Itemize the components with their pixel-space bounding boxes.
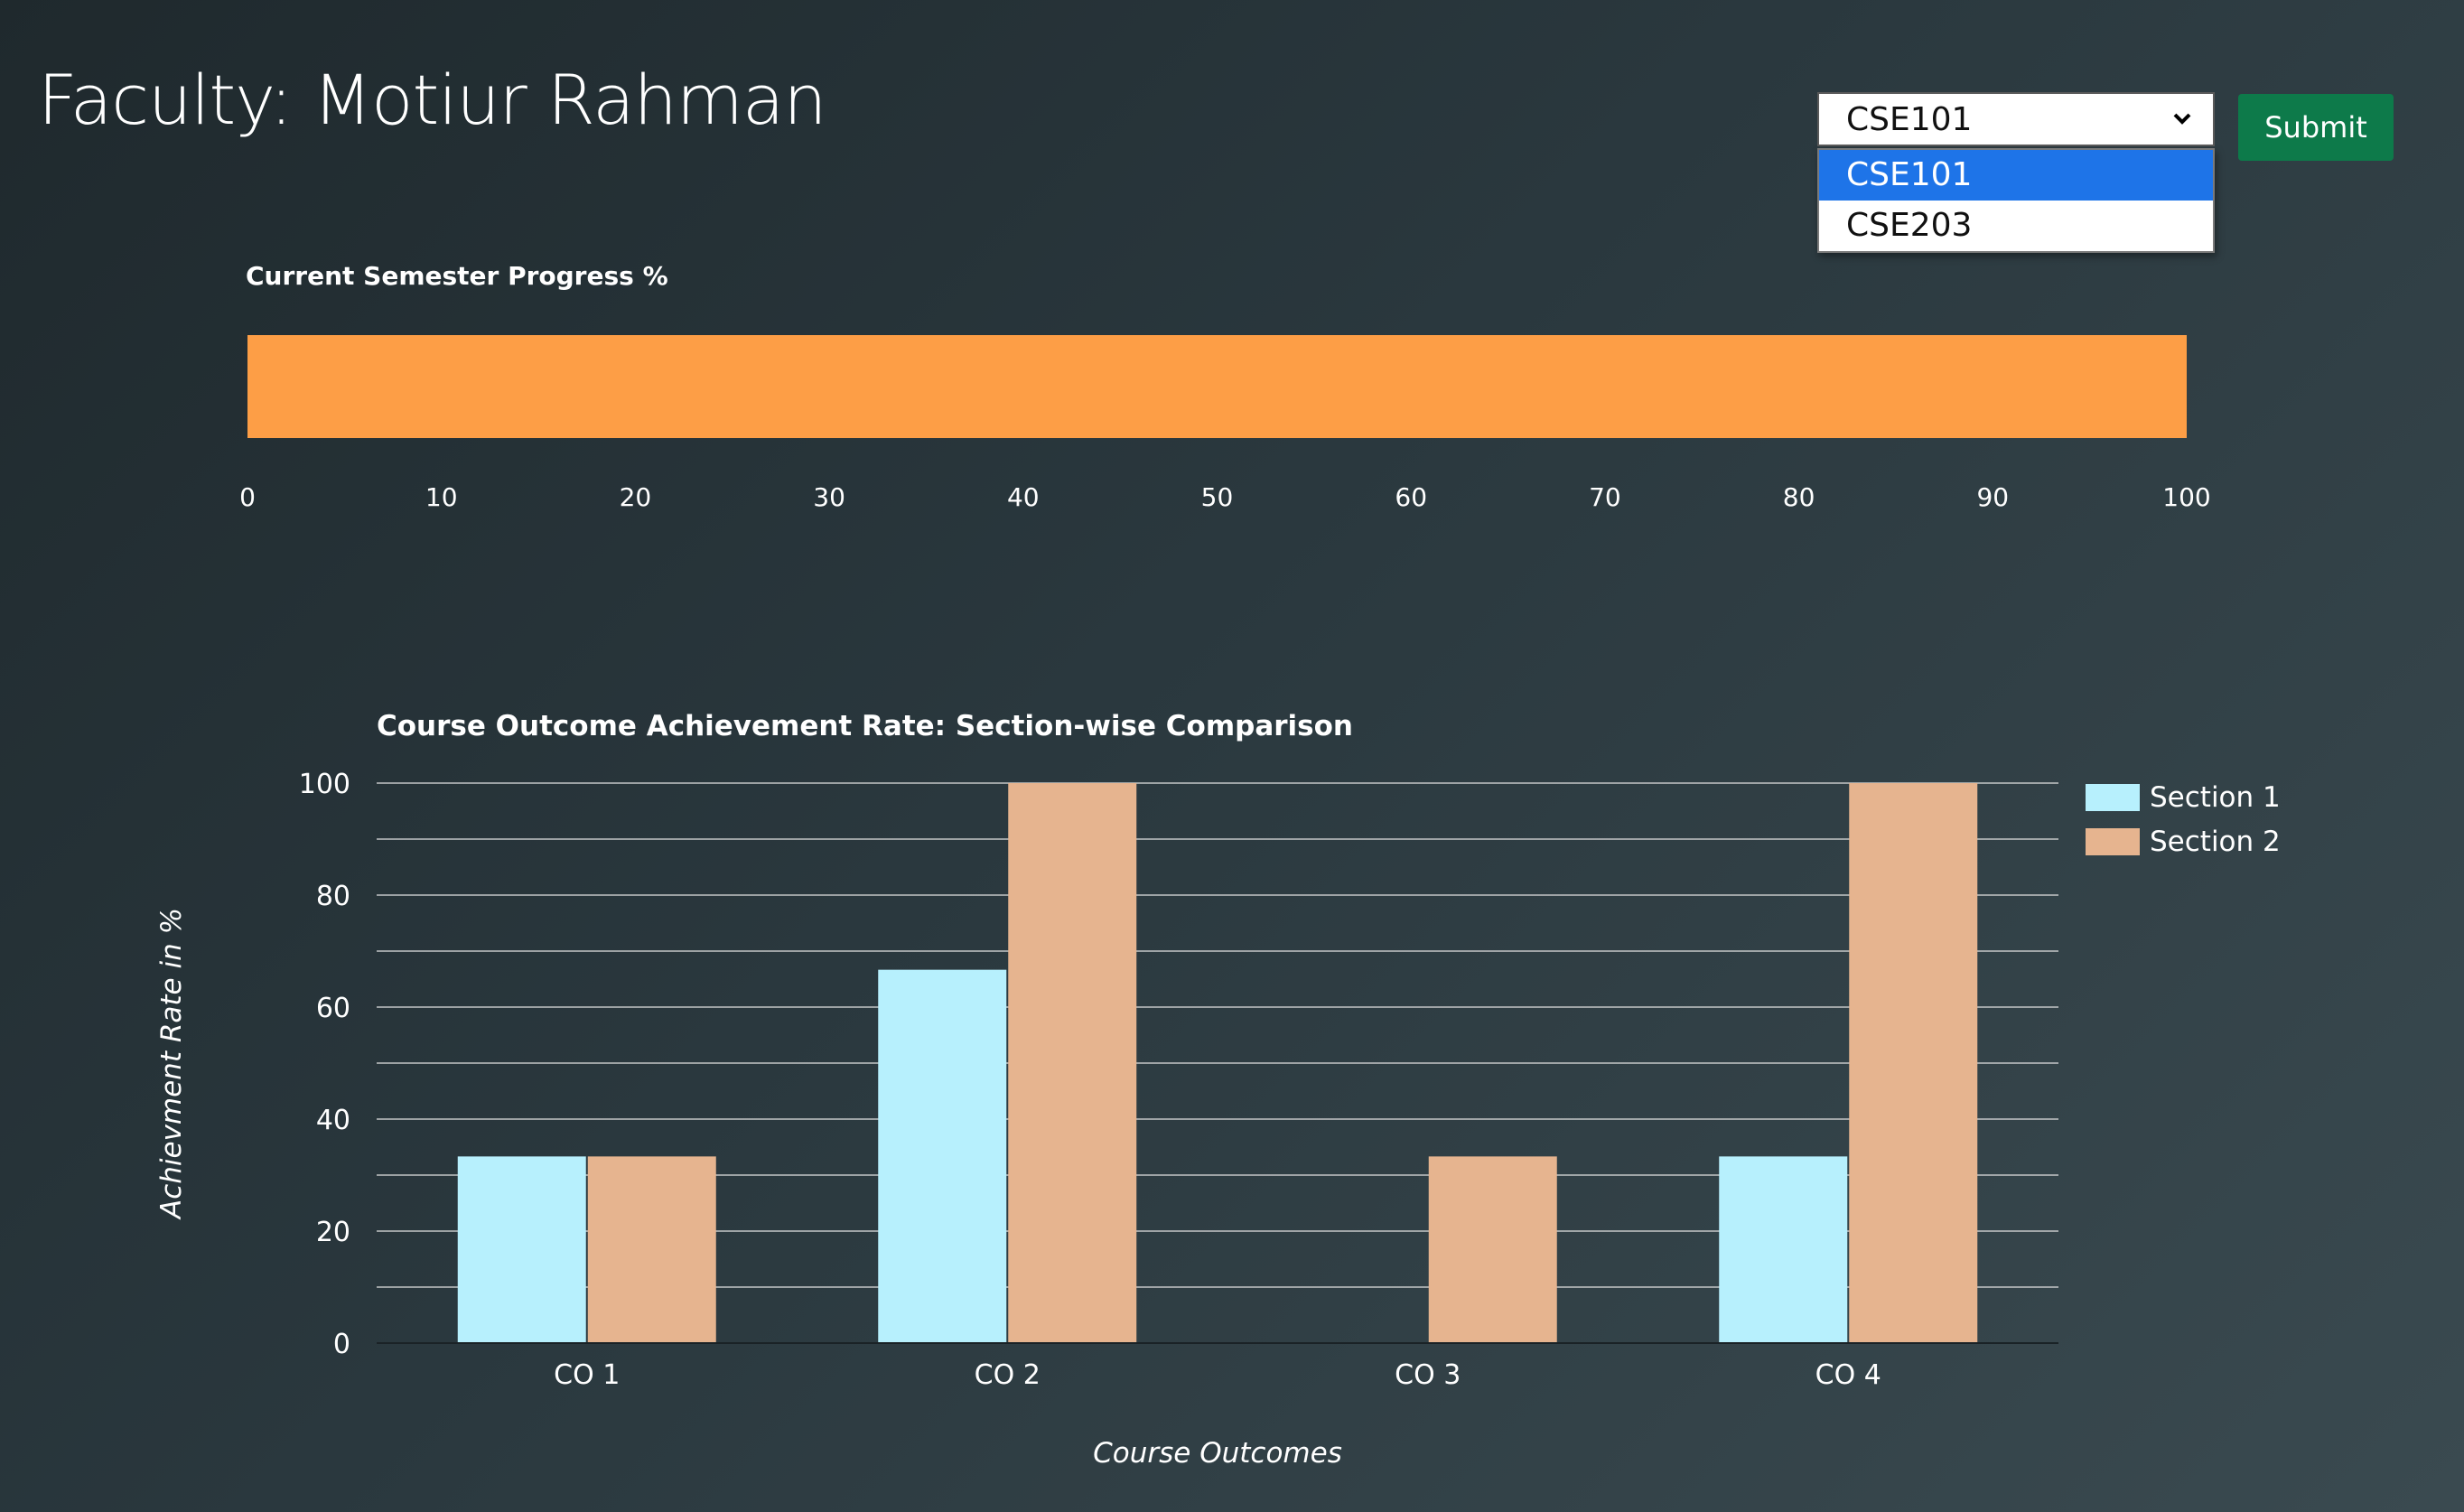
progress-tick-label: 50 [1201,482,1234,512]
legend-label: Section 1 [2150,781,2281,814]
y-tick-label: 0 [333,1329,350,1360]
dropdown-option-cse203[interactable]: CSE203 [1846,207,1973,244]
progress-tick-label: 80 [1783,482,1815,512]
progress-tick-label: 0 [239,482,256,512]
chevron-down-icon [2173,113,2191,125]
y-tick-label: 40 [316,1105,350,1136]
bar-section1 [1719,1156,1848,1343]
y-tick-label: 20 [316,1217,350,1248]
progress-tick-label: 70 [1589,482,1621,512]
x-axis-label: Course Outcomes [1093,1437,1342,1470]
y-tick-label: 80 [316,881,350,912]
progress-tick-label: 40 [1007,482,1040,512]
progress-tick-label: 30 [813,482,845,512]
bar-section2 [1428,1156,1557,1343]
progress-tick-label: 60 [1395,482,1427,512]
progress-tick-label: 100 [2162,482,2210,512]
x-tick-label: CO 2 [975,1359,1041,1391]
course-select[interactable]: CSE101 [1817,92,2215,146]
bar-chart-title: Course Outcome Achievement Rate: Section… [377,710,1353,742]
progress-tick-label: 20 [620,482,652,512]
dropdown-option-cse101[interactable]: CSE101 [1819,150,2213,201]
bar-section2 [1849,783,1978,1343]
course-select-value: CSE101 [1846,100,1973,138]
progress-tick-label: 90 [1976,482,2009,512]
bar-section2 [587,1156,716,1343]
submit-button[interactable]: Submit [2238,94,2394,161]
legend-swatch-section2 [2086,828,2140,855]
progress-tick-label: 10 [425,482,458,512]
y-tick-label: 60 [316,993,350,1024]
y-axis-label: Achievment Rate in % [155,908,188,1220]
course-dropdown-list: CSE101 CSE203 [1817,148,2215,253]
x-tick-label: CO 4 [1815,1359,1881,1391]
bar-section2 [1008,783,1137,1343]
bar-section1 [457,1156,586,1343]
legend-label: Section 2 [2150,826,2281,858]
y-tick-label: 100 [299,769,350,800]
legend-swatch-section1 [2086,784,2140,811]
bar-section1 [878,969,1007,1343]
page-title: Faculty: Motiur Rahman [38,60,827,140]
x-tick-label: CO 1 [554,1359,620,1391]
progress-bar [247,335,2187,438]
progress-chart-title: Current Semester Progress % [246,261,668,291]
x-tick-label: CO 3 [1395,1359,1461,1391]
